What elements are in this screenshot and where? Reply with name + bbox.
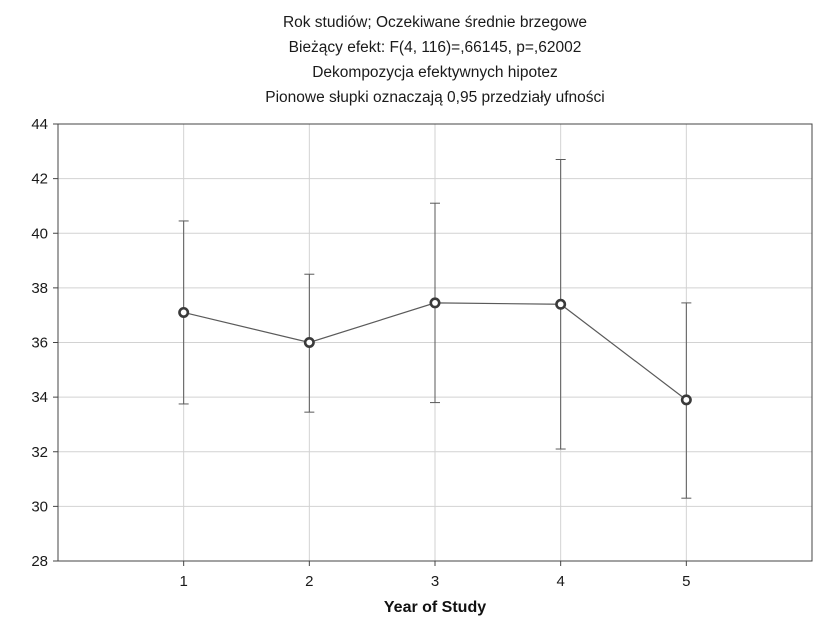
x-axis: 1 2 3 4 5 [179,561,691,590]
y-tick-label: 34 [31,389,48,406]
chart-title-line-2: Bieżący efekt: F(4, 116)=,66145, p=,6200… [289,39,582,56]
y-tick-label: 28 [31,553,48,570]
data-point [303,336,315,348]
y-tick-label: 38 [31,280,48,297]
y-axis: 28 30 32 34 36 38 40 42 44 [31,116,58,570]
chart-title-line-3: Dekompozycja efektywnych hipotez [312,64,558,81]
x-tick-label: 3 [431,573,439,590]
chart-title-line-1: Rok studiów; Oczekiwane średnie brzegowe [283,14,587,31]
chart-title: Rok studiów; Oczekiwane średnie brzegowe… [265,14,604,106]
data-point [178,306,190,318]
x-tick-label: 4 [556,573,564,590]
data-points [178,297,692,406]
chart-title-line-4: Pionowe słupki oznaczają 0,95 przedziały… [265,89,604,106]
data-point [680,394,692,406]
y-tick-label: 44 [31,116,48,133]
y-tick-label: 40 [31,225,48,242]
x-tick-label: 2 [305,573,313,590]
x-tick-label: 5 [682,573,690,590]
x-axis-label: Year of Study [384,599,486,616]
y-tick-label: 42 [31,171,48,188]
x-tick-label: 1 [179,573,187,590]
data-point [555,298,567,310]
data-point [429,297,441,309]
y-tick-label: 30 [31,498,48,515]
y-tick-label: 36 [31,335,48,352]
y-tick-label: 32 [31,444,48,461]
